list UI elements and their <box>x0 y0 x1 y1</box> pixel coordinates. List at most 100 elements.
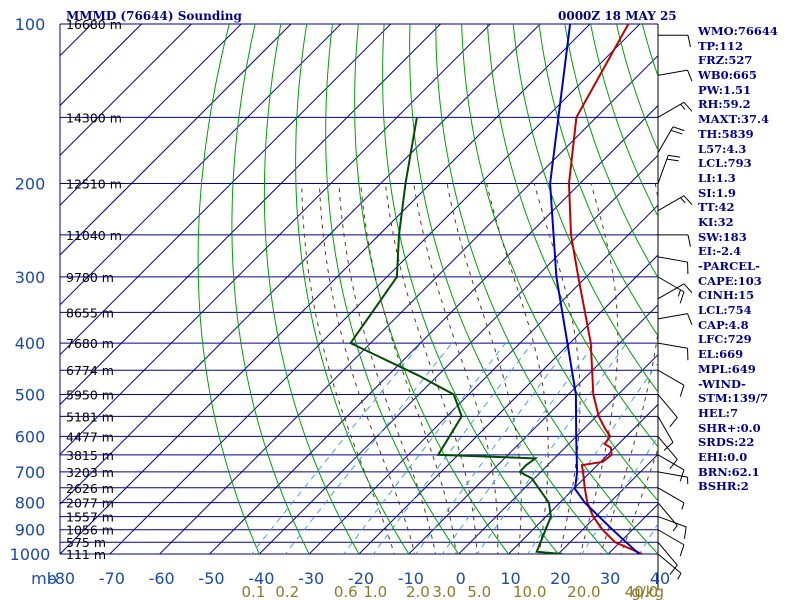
height-label: 1557 m <box>66 510 114 525</box>
index-row: HEL:7 <box>698 405 738 420</box>
index-row: LCL:793 <box>698 156 752 171</box>
mixing-ratio-unit-label: g/kg <box>631 583 664 600</box>
index-row: WB0:665 <box>698 68 757 83</box>
wind-barb-flag <box>683 101 693 112</box>
isotherm-line <box>60 24 541 505</box>
moist-adiabat-line <box>301 183 395 554</box>
height-label: 6774 m <box>66 363 114 378</box>
wind-barb-flag <box>666 158 679 162</box>
wind-barb-shaft <box>657 342 688 349</box>
isotherm-line <box>109 24 641 554</box>
wind-barb-shaft <box>657 502 678 526</box>
mixing-ratio-label: 20.0 <box>567 583 600 600</box>
isotherm-line <box>457 353 658 554</box>
wind-barb-shaft <box>657 69 688 76</box>
moist-adiabat-line <box>360 183 457 554</box>
index-row: FRZ:527 <box>698 53 753 68</box>
index-row: SI:1.9 <box>698 185 736 200</box>
isotherm-line <box>358 254 658 554</box>
temperature-line <box>567 24 643 554</box>
pressure-tick-label: 100 <box>15 15 46 34</box>
temperature-tick-label: -20 <box>348 569 374 588</box>
mixing-ratio-label: 10.0 <box>513 583 546 600</box>
wind-barb-shaft <box>657 487 685 504</box>
height-label: 575 m <box>66 535 106 550</box>
height-label: 16680 m <box>66 17 122 32</box>
isotherm-line <box>60 24 591 554</box>
index-row: MPL:649 <box>698 361 756 376</box>
wind-barb-flag <box>669 564 678 575</box>
wind-barb-flag <box>687 35 691 48</box>
height-label: 7680 m <box>66 336 114 351</box>
index-row: CINH:15 <box>698 288 755 303</box>
isotherm-line <box>0 12 54 565</box>
index-row: EL:669 <box>698 347 744 362</box>
wind-barb <box>657 276 685 304</box>
isotherm-line <box>258 154 658 554</box>
dry-adiabat-line <box>564 24 658 279</box>
index-row: BRN:62.1 <box>698 464 760 479</box>
isotherm-line <box>60 24 242 206</box>
wind-barb-shaft <box>657 101 685 118</box>
wind-barb <box>657 313 693 325</box>
temperature-tick-label: -30 <box>298 569 324 588</box>
wind-barb-shaft <box>657 369 685 386</box>
wind-barb-shaft <box>657 155 669 184</box>
mixing-ratio-line <box>250 342 422 554</box>
wind-barb-flag <box>669 417 678 428</box>
height-label: 14300 m <box>66 110 122 125</box>
pressure-tick-label: 400 <box>15 334 46 353</box>
dry-adiabats <box>197 24 658 554</box>
isotherm-line <box>60 24 193 157</box>
dry-adiabat-line <box>325 24 460 554</box>
wind-barb <box>657 69 693 82</box>
height-label: 2626 m <box>66 481 114 496</box>
wind-barb-flag <box>668 154 681 158</box>
wind-barb-shaft <box>657 436 678 460</box>
wind-barb <box>658 34 691 48</box>
moist-adiabat-line <box>486 183 549 554</box>
mixing-ratio-line <box>343 342 506 554</box>
index-row: BSHR:2 <box>698 479 749 494</box>
index-row: EHI:0.0 <box>698 449 748 464</box>
dry-adiabat-line <box>197 24 260 554</box>
pressure-tick-label: 200 <box>15 175 46 194</box>
mixing-ratio-label: 5.0 <box>467 583 491 600</box>
wind-barb <box>657 369 685 397</box>
moist-adiabat-line <box>413 183 499 554</box>
mixing-ratio-label: 3.0 <box>432 583 456 600</box>
mixing-ratio-label: 0.1 <box>242 583 266 600</box>
isotherm-line <box>60 24 342 306</box>
wind-barb-flag <box>683 195 693 205</box>
index-row: TT:42 <box>698 200 735 215</box>
index-row: LFC:729 <box>698 332 752 347</box>
pressure-tick-label: 700 <box>15 463 46 482</box>
height-label: 11040 m <box>66 228 122 243</box>
index-row: SRDS:22 <box>698 435 755 450</box>
wind-barb <box>657 454 685 482</box>
wind-barb-flag <box>663 441 674 451</box>
wind-barb-shaft <box>657 283 685 300</box>
moist-adiabat-line <box>338 183 437 554</box>
temperature-tick-label: 20 <box>550 569 570 588</box>
index-row: PW:1.51 <box>698 82 752 97</box>
temperature-tick-label: -40 <box>248 569 274 588</box>
height-label: 3815 m <box>66 448 114 463</box>
wind-barb-flag <box>687 69 693 82</box>
isotherm-line <box>308 204 658 554</box>
wind-barb-shaft <box>657 529 685 546</box>
mixing-ratio-label: 2.0 <box>406 583 430 600</box>
mixing-ratio-label: 0.2 <box>275 583 299 600</box>
wind-barb-flag <box>670 129 683 135</box>
wind-barb-shaft <box>657 195 685 212</box>
index-row: TP:112 <box>698 38 744 53</box>
wind-barb-shaft <box>657 394 678 418</box>
wind-barb-shaft <box>657 553 682 574</box>
moist-adiabat-line <box>533 183 581 554</box>
wind-barb-flag <box>679 469 685 482</box>
index-row: TH:5839 <box>698 126 754 141</box>
wind-barb-shaft <box>657 416 674 443</box>
mixing-ratio-line <box>441 342 596 554</box>
temperature-tick-label: 40 <box>650 569 670 588</box>
